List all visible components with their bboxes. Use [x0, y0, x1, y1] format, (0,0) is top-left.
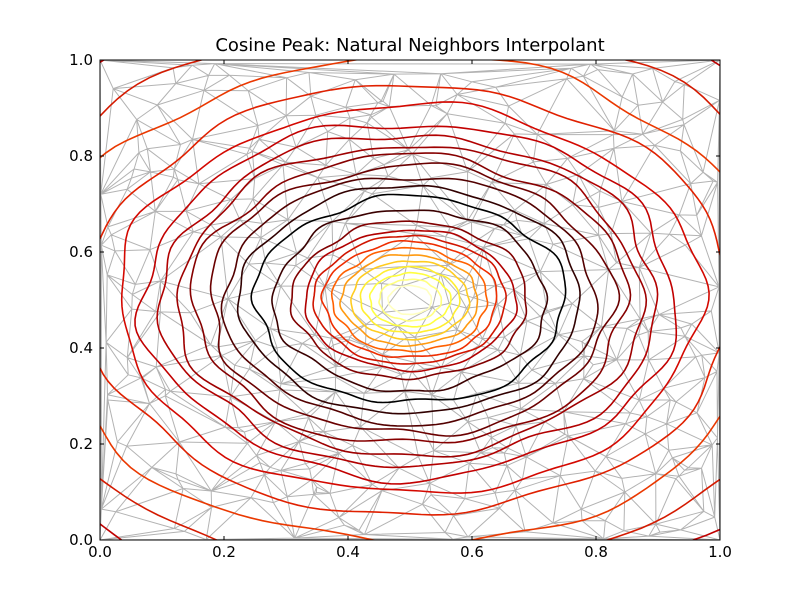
y-tick-label: 0.2	[69, 435, 93, 453]
contour-line	[350, 260, 471, 341]
contour-line	[320, 240, 498, 359]
contour-line	[176, 146, 648, 458]
x-tick-label: 1.0	[708, 543, 732, 561]
contour-line	[236, 184, 581, 415]
contour-line	[387, 284, 433, 316]
y-tick-label: 0.6	[69, 243, 93, 261]
contour-line	[220, 177, 599, 427]
y-tick-label: 0.4	[69, 339, 93, 357]
contour-line	[250, 193, 567, 404]
plot-frame	[99, 59, 721, 541]
contour-line	[330, 246, 489, 353]
contour-line	[289, 220, 528, 381]
x-tick-label: 0.4	[336, 543, 360, 561]
contour-line	[378, 278, 443, 322]
y-tick-label: 1.0	[69, 51, 93, 69]
contour-line	[312, 234, 507, 365]
contour-line	[189, 152, 632, 444]
y-tick-label: 0.8	[69, 147, 93, 165]
x-axis-tick-labels: 0.0 0.2 0.4 0.6 0.8 1.0	[88, 543, 732, 561]
contour-line	[209, 162, 621, 437]
contour-line	[368, 271, 452, 328]
contour-line	[100, 84, 720, 516]
chart-title: Cosine Peak: Natural Neighbors Interpola…	[215, 35, 604, 56]
contour-line	[339, 254, 479, 347]
x-tick-label: 0.6	[460, 543, 484, 561]
y-tick-label: 0.0	[69, 531, 93, 549]
x-tick-label: 0.8	[584, 543, 608, 561]
x-tick-label: 0.0	[88, 543, 112, 561]
contour-line	[134, 124, 678, 485]
y-axis-tick-labels: 0.0 0.2 0.4 0.6 0.8 1.0	[69, 51, 93, 549]
contour-line	[156, 134, 659, 469]
contour-line	[271, 209, 549, 393]
x-tick-label: 0.2	[212, 543, 236, 561]
contour-line	[304, 229, 518, 373]
contour-line	[100, 60, 720, 540]
contour-line	[120, 101, 710, 494]
contour-line	[100, 60, 720, 540]
contour-line	[359, 265, 461, 334]
